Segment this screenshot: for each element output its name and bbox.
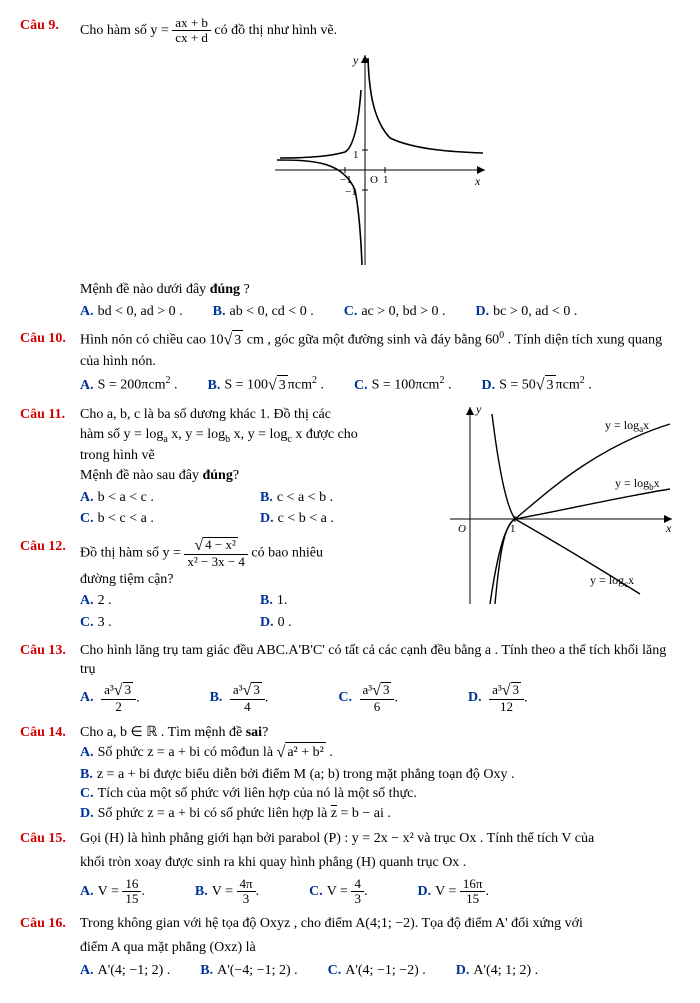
q11-graph: O 1 x y y = logax y = logbx y = logcx [440, 399, 680, 609]
q14-label: Câu 14. [20, 723, 80, 824]
q16-opt-d: D.A'(4; 1; 2) . [456, 961, 538, 981]
svg-text:y = logbx: y = logbx [615, 476, 660, 492]
svg-text:O: O [458, 523, 466, 535]
question-13: Câu 13. Cho hình lăng trụ tam giác đều A… [20, 641, 680, 717]
q12-body: Đồ thị hàm số y = √4 − x² x² − 3x − 4 có… [80, 537, 440, 635]
q9-body: Cho hàm số y = ax + b cx + d có đồ thị n… [80, 16, 680, 323]
q9-stem-before: Cho hàm số y = [80, 23, 172, 38]
q11-opt-d: D.c < b < a . [260, 509, 334, 529]
q12-frac-den: x² − 3x − 4 [184, 555, 248, 569]
q14-opt-c: C.Tích của một số phức với liên hợp của … [80, 784, 680, 804]
q15-opt-a: A.V = 1615. [80, 877, 145, 907]
q9-label: Câu 9. [20, 16, 80, 323]
q16-opt-b: B.A'(−4; −1; 2) . [200, 961, 297, 981]
q13-label: Câu 13. [20, 641, 80, 717]
q15-opt-c: C.V = 43. [309, 877, 367, 907]
svg-text:−1: −1 [345, 186, 357, 198]
q10-opt-a: A.S = 200πcm2 . [80, 374, 177, 397]
q15-opt-d: D.V = 16π15. [417, 877, 488, 907]
q14-opt-d: D.Số phức z = a + bi có số phức liên hợp… [80, 804, 680, 824]
question-14: Câu 14. Cho a, b ∈ ℝ . Tìm mệnh đề sai? … [20, 723, 680, 824]
q10-opts: A.S = 200πcm2 . B.S = 100√3πcm2 . C.S = … [80, 374, 680, 399]
question-10: Câu 10. Hình nón có chiều cao 10√3 cm , … [20, 329, 680, 399]
svg-text:y = logax: y = logax [605, 418, 649, 434]
q11-opts: A.b < a < c . B.c < a < b . C.b < c < a … [80, 488, 440, 531]
q13-opt-d: D. a³√312. [468, 682, 528, 715]
q13-opts: A. a³√32. B. a³√34. C. a³√36. D. a³√312. [80, 682, 680, 717]
q13-body: Cho hình lăng trụ tam giác đều ABC.A'B'C… [80, 641, 680, 717]
q12-frac: √4 − x² x² − 3x − 4 [184, 537, 248, 570]
question-9: Câu 9. Cho hàm số y = ax + b cx + d có đ… [20, 16, 680, 323]
q10-body: Hình nón có chiều cao 10√3 cm , góc gữa … [80, 329, 680, 399]
q11-body: Cho a, b, c là ba số dương khác 1. Đồ th… [80, 405, 440, 531]
q13-opt-a: A. a³√32. [80, 682, 140, 715]
q11-opt-b: B.c < a < b . [260, 488, 333, 508]
q12-opt-a: A.2 . [80, 591, 230, 611]
q14-opt-a: A.Số phức z = a + bi có môđun là √a² + b… [80, 742, 680, 764]
question-11: Câu 11. Cho a, b, c là ba số dương khác … [20, 405, 440, 531]
q15-opts: A.V = 1615. B.V = 4π3. C.V = 43. D.V = 1… [80, 877, 680, 909]
axis-y-label: y [352, 53, 359, 67]
q16-opt-a: A.A'(4; −1; 2) . [80, 961, 170, 981]
question-15: Câu 15. Gọi (H) là hình phẳng giới hạn b… [20, 829, 680, 908]
q15-opt-b: B.V = 4π3. [195, 877, 259, 907]
q11-opt-c: C.b < c < a . [80, 509, 230, 529]
q9-graph: x y O 1 −1 1 −1 [265, 50, 495, 270]
question-16: Câu 16. Trong không gian với hệ tọa độ O… [20, 914, 680, 983]
q13-opt-c: C. a³√36. [338, 682, 398, 715]
q16-label: Câu 16. [20, 914, 80, 983]
svg-text:y = logcx: y = logcx [590, 573, 634, 589]
q16-opts: A.A'(4; −1; 2) . B.A'(−4; −1; 2) . C.A'(… [80, 961, 680, 983]
q10-opt-c: C.S = 100πcm2 . [354, 374, 451, 397]
svg-text:x: x [665, 521, 672, 535]
q9-prompt: Mệnh đề nào dưới đây đúng ? [80, 280, 680, 300]
q16-opt-c: C.A'(4; −1; −2) . [328, 961, 426, 981]
q10-label: Câu 10. [20, 329, 80, 399]
q16-body: Trong không gian với hệ tọa độ Oxyz , ch… [80, 914, 680, 983]
q14-body: Cho a, b ∈ ℝ . Tìm mệnh đề sai? A.Số phứ… [80, 723, 680, 824]
q12-frac-num: √4 − x² [184, 537, 248, 556]
q11-opt-a: A.b < a < c . [80, 488, 230, 508]
svg-text:y: y [475, 402, 482, 416]
q11-q12-wrap: Câu 11. Cho a, b, c là ba số dương khác … [20, 399, 680, 634]
axis-x-label: x [474, 174, 481, 188]
svg-text:1: 1 [383, 174, 389, 186]
q9-opt-d: D.bc > 0, ad < 0 . [476, 302, 578, 322]
q11-graph-col: O 1 x y y = logax y = logbx y = logcx [440, 399, 680, 634]
q12-opt-d: D.0 . [260, 613, 292, 633]
q9-figure: x y O 1 −1 1 −1 [80, 50, 680, 277]
q15-label: Câu 15. [20, 829, 80, 908]
q12-opt-c: C.3 . [80, 613, 230, 633]
q9-opt-b: B.ab < 0, cd < 0 . [213, 302, 314, 322]
svg-text:−1: −1 [340, 174, 352, 186]
q11-label: Câu 11. [20, 405, 80, 531]
q12-opt-b: B.1. [260, 591, 287, 611]
q15-body: Gọi (H) là hình phẳng giới hạn bởi parab… [80, 829, 680, 908]
q10-opt-b: B.S = 100√3πcm2 . [207, 374, 323, 397]
q12-label: Câu 12. [20, 537, 80, 635]
q10-opt-d: D.S = 50√3πcm2 . [481, 374, 591, 397]
q9-frac: ax + b cx + d [172, 16, 211, 46]
question-12: Câu 12. Đồ thị hàm số y = √4 − x² x² − 3… [20, 537, 440, 635]
q9-frac-den: cx + d [172, 31, 211, 45]
q13-opt-b: B. a³√34. [210, 682, 269, 715]
q9-stem-after: có đồ thị như hình vẽ. [214, 23, 337, 38]
q9-opt-a: A.bd < 0, ad > 0 . [80, 302, 183, 322]
svg-text:1: 1 [510, 523, 516, 535]
q12-opts: A.2 . B.1. C.3 . D.0 . [80, 591, 440, 634]
q9-opt-c: C.ac > 0, bd > 0 . [344, 302, 446, 322]
q9-opts: A.bd < 0, ad > 0 . B.ab < 0, cd < 0 . C.… [80, 302, 680, 324]
q14-opt-b: B.z = a + bi được biểu diễn bởi điểm M (… [80, 765, 680, 785]
origin-label: O [370, 174, 378, 186]
q9-frac-num: ax + b [172, 16, 211, 31]
svg-text:1: 1 [353, 149, 359, 161]
